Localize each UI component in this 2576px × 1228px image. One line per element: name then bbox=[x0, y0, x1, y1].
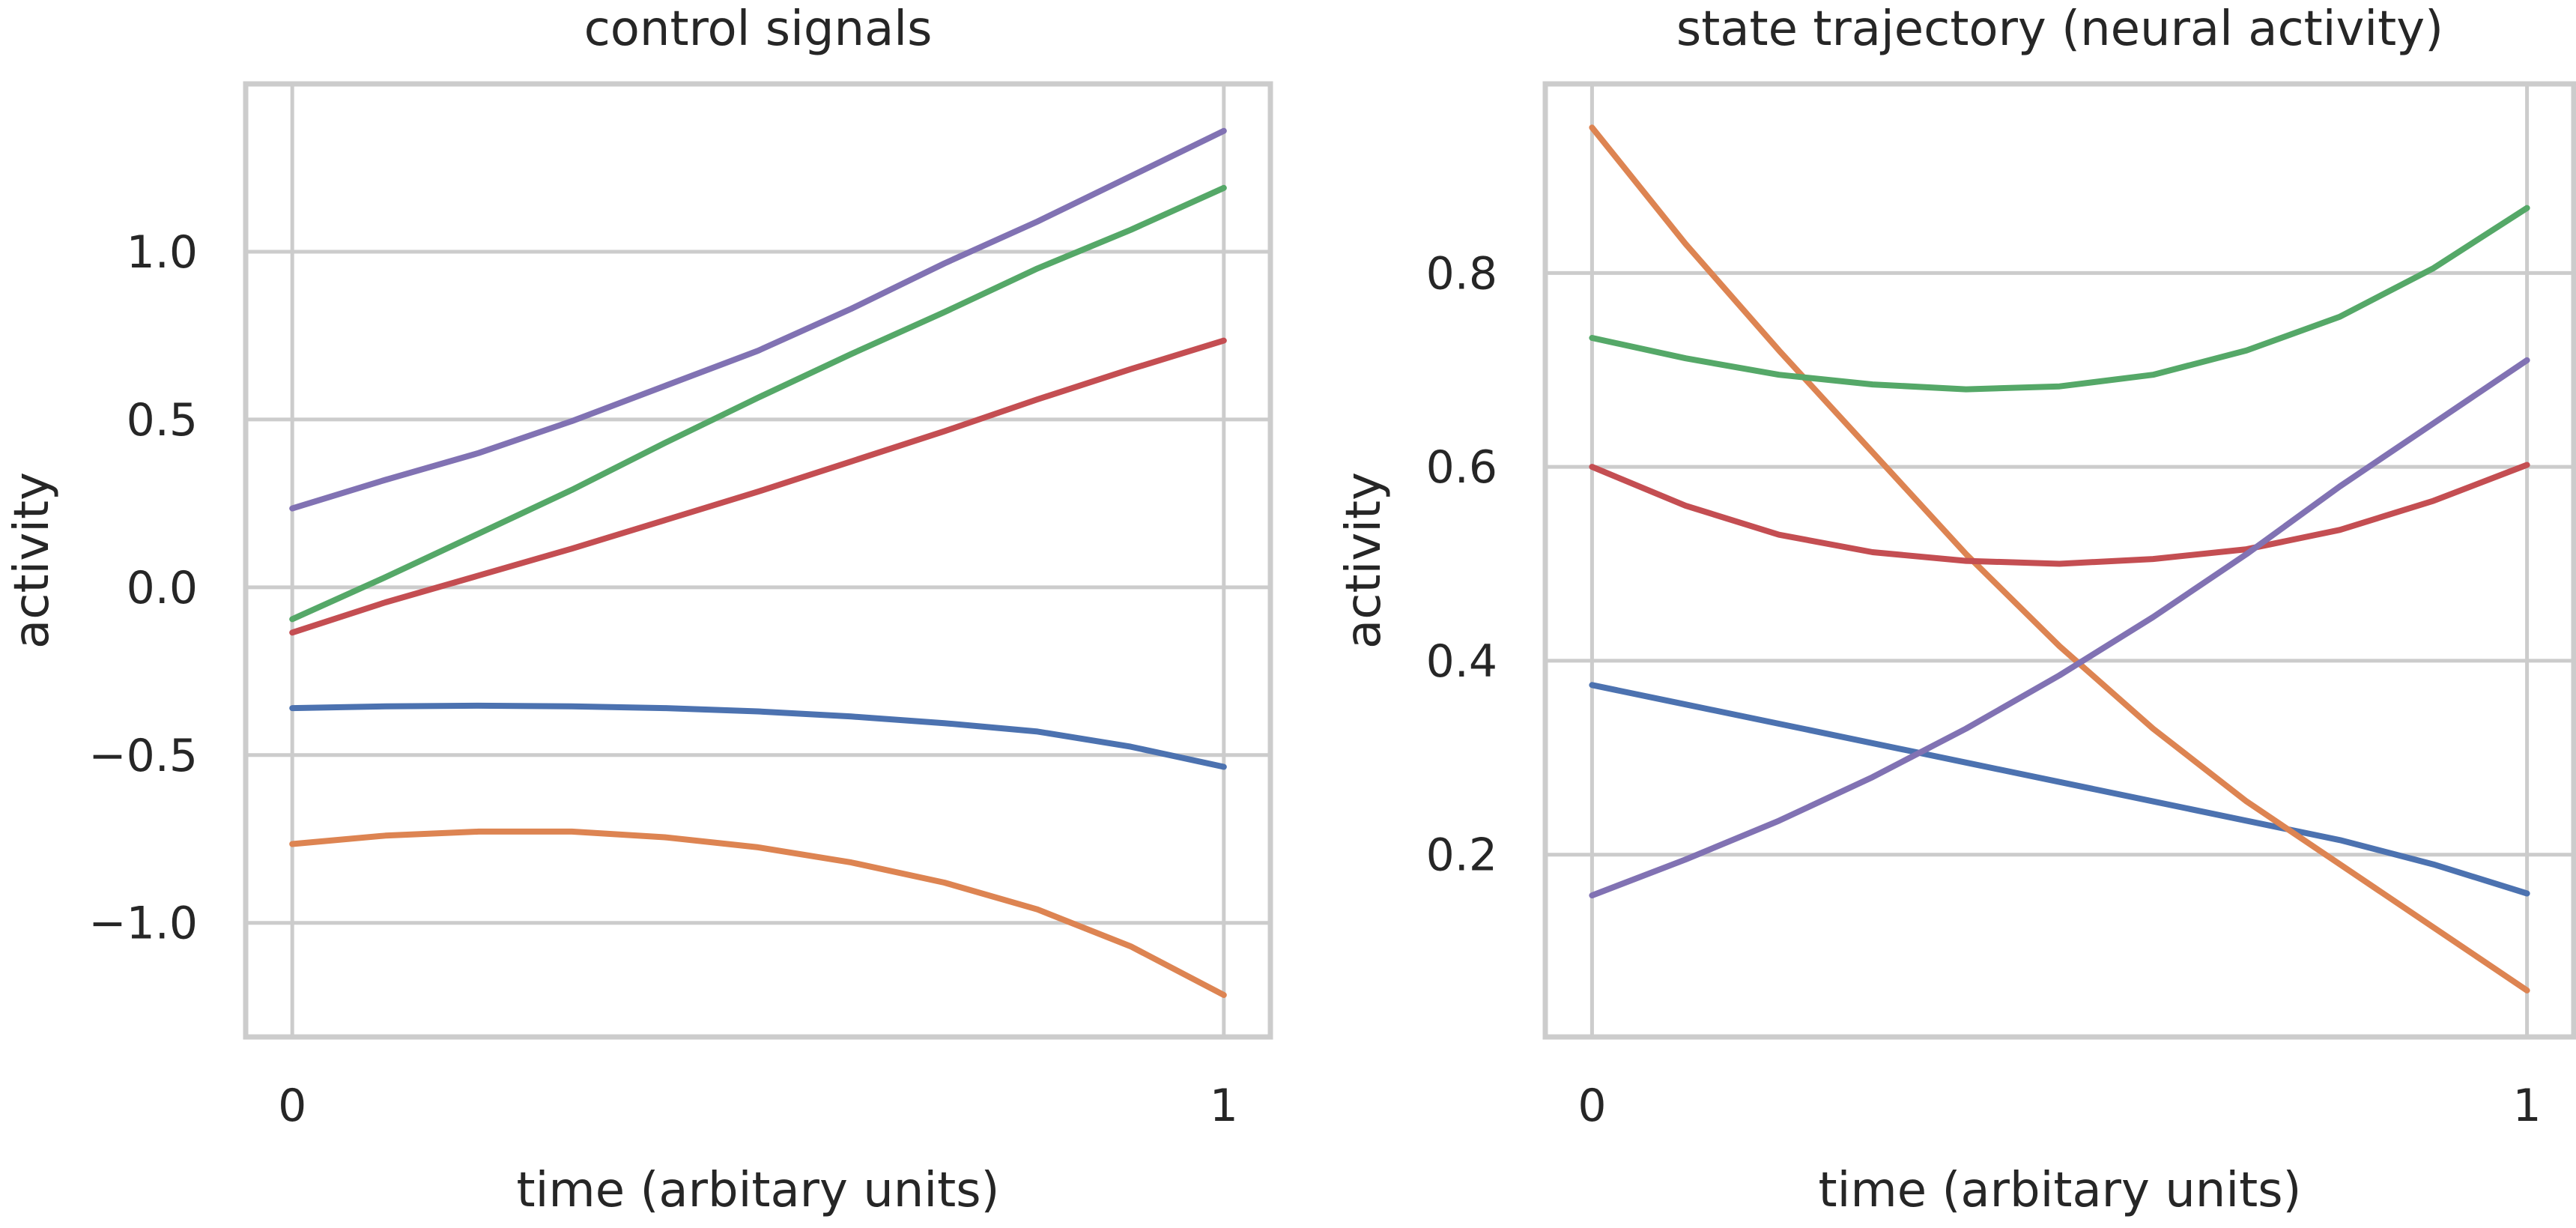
x-axis-label: time (arbitary units) bbox=[517, 1163, 1000, 1218]
y-tick-label: 0.6 bbox=[1426, 441, 1497, 494]
x-tick-label: 1 bbox=[1210, 1080, 1238, 1132]
gridlines bbox=[246, 84, 1270, 1037]
y-tick-label: 0.5 bbox=[127, 394, 198, 447]
gridlines bbox=[1545, 84, 2574, 1037]
y-tick-label: 0.0 bbox=[127, 562, 198, 614]
series-lines bbox=[289, 127, 1227, 998]
x-axis-label: time (arbitary units) bbox=[1819, 1163, 2302, 1218]
y-tick-label: 0.4 bbox=[1426, 635, 1497, 688]
y-tick-labels: 0.2 0.4 0.6 0.8 bbox=[1426, 247, 1497, 881]
x-tick-label: 0 bbox=[278, 1080, 306, 1132]
y-axis-label: activity bbox=[1336, 472, 1392, 649]
series-line-3 bbox=[289, 184, 1227, 623]
y-tick-label: 0.8 bbox=[1426, 247, 1497, 300]
series-lines bbox=[1589, 124, 2530, 993]
y-axis-label: activity bbox=[4, 472, 60, 649]
series-line-5 bbox=[289, 127, 1227, 512]
series-line-3 bbox=[1589, 205, 2530, 393]
y-tick-label: 1.0 bbox=[127, 226, 198, 279]
y-tick-label: 0.2 bbox=[1426, 829, 1497, 882]
chart-title: state trajectory (neural activity) bbox=[1676, 1, 2443, 57]
series-line-1 bbox=[289, 702, 1227, 770]
x-tick-label: 0 bbox=[1578, 1080, 1606, 1132]
series-line-2 bbox=[289, 828, 1227, 998]
plot-frame bbox=[1542, 81, 2576, 1040]
series-line-5 bbox=[1589, 357, 2530, 899]
series-line-4 bbox=[1589, 462, 2530, 567]
y-tick-label: −1.0 bbox=[88, 898, 198, 950]
y-tick-labels: −1.0 −0.5 0.0 0.5 1.0 bbox=[88, 226, 198, 950]
series-line-2 bbox=[1589, 124, 2530, 993]
series-line-1 bbox=[1589, 682, 2530, 897]
chart-title: control signals bbox=[584, 1, 933, 57]
x-tick-label: 1 bbox=[2512, 1080, 2541, 1132]
plot-frame bbox=[243, 81, 1273, 1040]
series-line-4 bbox=[289, 337, 1227, 636]
y-tick-label: −0.5 bbox=[88, 730, 198, 782]
